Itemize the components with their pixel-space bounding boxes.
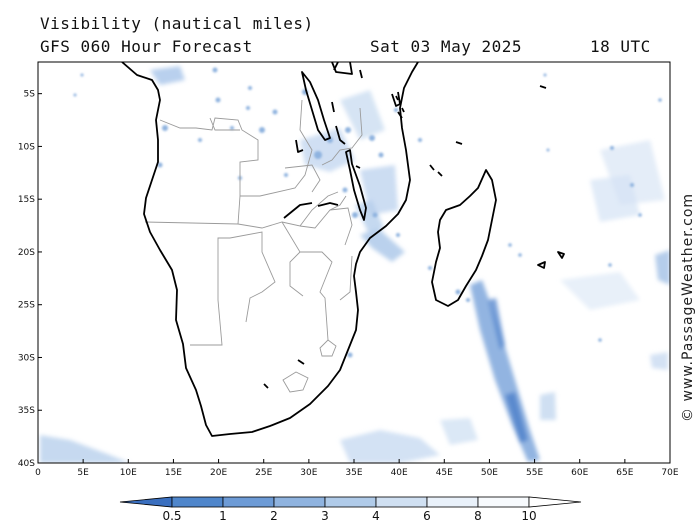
colorbar-segment — [426, 496, 479, 508]
forecast-date: Sat 03 May 2025 — [370, 37, 522, 56]
colorbar-label: 8 — [474, 509, 482, 523]
colorbar-segment — [477, 496, 530, 508]
colorbar-segment — [222, 496, 275, 508]
colorbar-min-arrow — [119, 496, 173, 508]
colorbar-label: 1 — [219, 509, 227, 523]
visibility-shading — [40, 66, 670, 463]
lon-tick-label: 20E — [210, 468, 227, 478]
lake-turkana-south — [391, 91, 401, 107]
lat-tick-label: 40S — [18, 459, 35, 469]
lat-tick-label: 25S — [18, 301, 35, 311]
lon-tick-label: 40E — [391, 468, 408, 478]
colorbar-segment — [375, 496, 428, 508]
visibility-speckles — [73, 67, 662, 358]
lake-victoria-shore — [333, 62, 339, 71]
lake-bangweulu — [317, 202, 339, 207]
colorbar-segment — [324, 496, 377, 508]
lon-tick-label: 0 — [35, 468, 41, 478]
colorbar-label: 6 — [423, 509, 431, 523]
lake-victoria — [331, 62, 353, 75]
lon-tick-label: 55E — [526, 468, 543, 478]
lon-tick-label: 10E — [120, 468, 137, 478]
lat-tick-label: 20S — [18, 248, 35, 258]
lake-mweru — [295, 139, 304, 153]
colorbar-label: 2 — [270, 509, 278, 523]
coastal-island-2 — [263, 383, 269, 389]
longitude-axis: 0 5E 10E 15E 20E 25E 30E 35E 40E 45E 50E 55E 60E 65E 7… — [35, 459, 679, 478]
colorbar-segment — [171, 496, 224, 508]
lake-chilwa — [355, 165, 361, 169]
colorbar-label: 4 — [372, 509, 380, 523]
lake-malawi — [345, 149, 367, 221]
map-title: Visibility (nautical miles) — [40, 14, 314, 33]
forecast-time: 18 UTC — [590, 37, 651, 56]
lon-tick-label: 50E — [481, 468, 498, 478]
coastlines — [121, 62, 565, 437]
lake-kivu — [331, 101, 335, 113]
lat-tick-label: 10S — [18, 142, 35, 152]
lake-rukwa — [335, 125, 346, 145]
lat-tick-label: 35S — [18, 406, 35, 416]
mascarene-islands — [537, 251, 565, 269]
lon-tick-label: 35E — [345, 468, 362, 478]
lake-tana — [359, 69, 363, 79]
lake-kariba — [283, 202, 313, 219]
coastal-island-3 — [395, 95, 405, 113]
forecast-subtitle: GFS 060 Hour Forecast — [40, 37, 253, 56]
lon-tick-label: 30E — [300, 468, 317, 478]
colorbar-label: 0.5 — [162, 509, 181, 523]
colorbar-segment — [273, 496, 326, 508]
visibility-colorbar: 0.5 1 2 3 4 6 8 10 — [119, 496, 582, 523]
country-borders — [144, 99, 363, 393]
colorbar-max-arrow — [528, 496, 582, 508]
colorbar-label: 10 — [521, 509, 536, 523]
lake-tanganyika — [301, 71, 331, 141]
lat-tick-label: 15S — [18, 195, 35, 205]
watermark-text: © www.PassageWeather.com — [680, 193, 696, 422]
lon-tick-label: 60E — [571, 468, 588, 478]
lat-tick-label: 5S — [24, 90, 36, 100]
coastal-island-1 — [297, 359, 305, 365]
lon-tick-label: 5E — [77, 468, 89, 478]
comoros-islands — [429, 141, 463, 177]
seychelles-islands — [539, 85, 547, 89]
lat-tick-label: 30S — [18, 353, 35, 363]
lon-tick-label: 25E — [255, 468, 272, 478]
lon-tick-label: 15E — [165, 468, 182, 478]
map-plot-area — [40, 62, 670, 463]
latitude-axis: 5S 10S 15S 20S 25S 30S 35S 40S — [18, 90, 42, 469]
lon-tick-label: 70E — [661, 468, 678, 478]
zanzibar — [397, 111, 403, 119]
madagascar-coast — [431, 169, 497, 307]
africa-coast — [121, 62, 419, 437]
colorbar-label: 3 — [321, 509, 329, 523]
lon-tick-label: 65E — [616, 468, 633, 478]
lon-tick-label: 45E — [436, 468, 453, 478]
